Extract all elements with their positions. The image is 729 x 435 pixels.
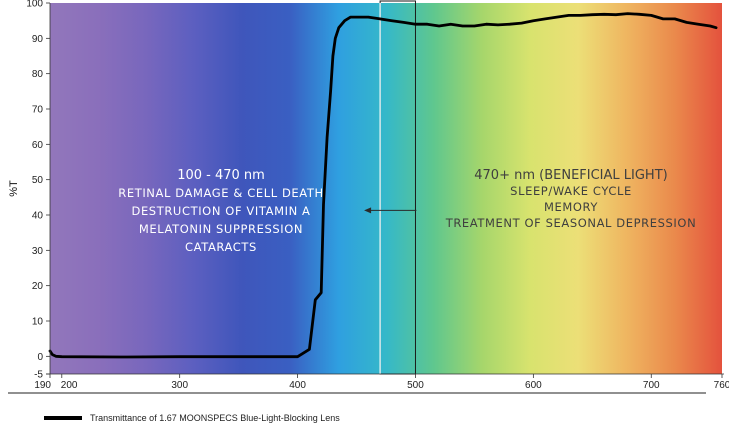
y-axis-label: %T [8, 180, 20, 197]
legend: Transmittance of 1.67 MOONSPECS Blue-Lig… [44, 413, 340, 423]
x-tick-label: 760 [714, 380, 729, 391]
x-tick-label: 600 [525, 380, 542, 391]
x-tick-label: 500 [407, 380, 424, 391]
y-tick-label: 10 [32, 317, 44, 328]
spectrum-background [50, 3, 722, 374]
annotation-right-heading: 470+ nm (BENEFICIAL LIGHT) [474, 168, 667, 183]
annotation-left-heading: 100 - 470 nm [177, 168, 265, 183]
y-tick-label: 70 [32, 105, 44, 116]
series-line-transmittance [48, 12, 718, 359]
x-tick-label: 400 [289, 380, 306, 391]
x-tick-label: 300 [171, 380, 188, 391]
y-tick-label: 20 [32, 281, 44, 292]
annotation-right-line: MEMORY [544, 200, 598, 214]
legend-label: Transmittance of 1.67 MOONSPECS Blue-Lig… [90, 413, 340, 423]
arrow-head [364, 207, 372, 214]
y-tick-label: 100 [26, 0, 43, 10]
y-tick-label: 60 [32, 140, 44, 151]
y-tick-label: 50 [32, 175, 44, 186]
annotation-left-line: CATARACTS [185, 240, 257, 254]
y-tick-label: 0 [37, 352, 43, 363]
x-tick-label: 190 [34, 380, 51, 391]
legend-line-swatch [44, 416, 82, 420]
y-tick-label: 90 [32, 34, 44, 45]
annotation-left-line: RETINAL DAMAGE & CELL DEATH [118, 186, 324, 200]
y-tick-label: 40 [32, 211, 44, 222]
y-tick-label: 80 [32, 69, 44, 80]
x-tick-label: 200 [61, 380, 78, 391]
annotation-left-line: MELATONIN SUPPRESSION [139, 222, 303, 236]
annotation-left-line: DESTRUCTION OF VITAMIN A [131, 204, 310, 218]
annotation-right-line: SLEEP/WAKE CYCLE [510, 184, 632, 198]
y-tick-label: -5 [34, 370, 43, 381]
annotation-right-line: TREATMENT OF SEASONAL DEPRESSION [445, 216, 697, 230]
y-tick-label: 30 [32, 246, 44, 257]
x-tick-label: 700 [643, 380, 660, 391]
